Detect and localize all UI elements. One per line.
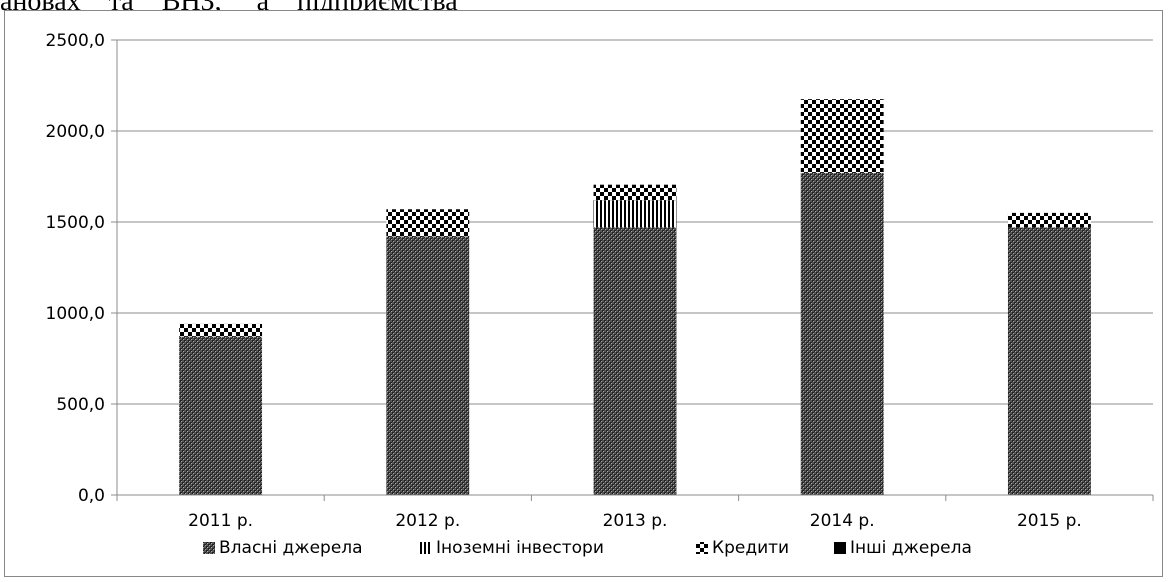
legend-label: Власні джерела — [219, 538, 363, 558]
bar-segment — [801, 99, 884, 173]
legend-swatch — [203, 542, 215, 554]
y-tick-label: 2500,0 — [46, 31, 105, 51]
bar-segment — [1008, 213, 1091, 228]
legend-label: Кредити — [712, 538, 789, 558]
bar-segment — [386, 209, 469, 236]
y-tick-label: 1500,0 — [46, 213, 105, 233]
x-tick-label: 2015 р. — [1017, 511, 1082, 531]
legend-swatch — [420, 542, 432, 554]
bar-segment — [594, 200, 677, 227]
x-tick-label: 2013 р. — [603, 511, 668, 531]
x-tick-label: 2011 р. — [188, 511, 253, 531]
legend-swatch — [696, 542, 708, 554]
y-tick-label: 1000,0 — [46, 304, 105, 324]
y-tick-label: 500,0 — [56, 395, 105, 415]
legend: Власні джерела Іноземні інвестори Кредити І… — [203, 538, 972, 558]
x-tick-label: 2012 р. — [395, 511, 460, 531]
legend-label: Іноземні інвестори — [436, 538, 604, 558]
y-tick-label: 2000,0 — [46, 122, 105, 142]
legend-swatch — [834, 542, 846, 554]
legend-label: Інші джерела — [850, 538, 972, 558]
bar-segment — [1008, 227, 1091, 495]
x-tick-label: 2014 р. — [810, 511, 875, 531]
bar-segment — [594, 227, 677, 495]
y-tick-label: 0,0 — [78, 486, 105, 506]
bar-segment — [594, 185, 677, 200]
bar-segment — [386, 237, 469, 495]
bars — [179, 99, 1091, 495]
bar-segment — [179, 337, 262, 495]
bar-segment — [801, 173, 884, 495]
bar-segment — [179, 324, 262, 337]
